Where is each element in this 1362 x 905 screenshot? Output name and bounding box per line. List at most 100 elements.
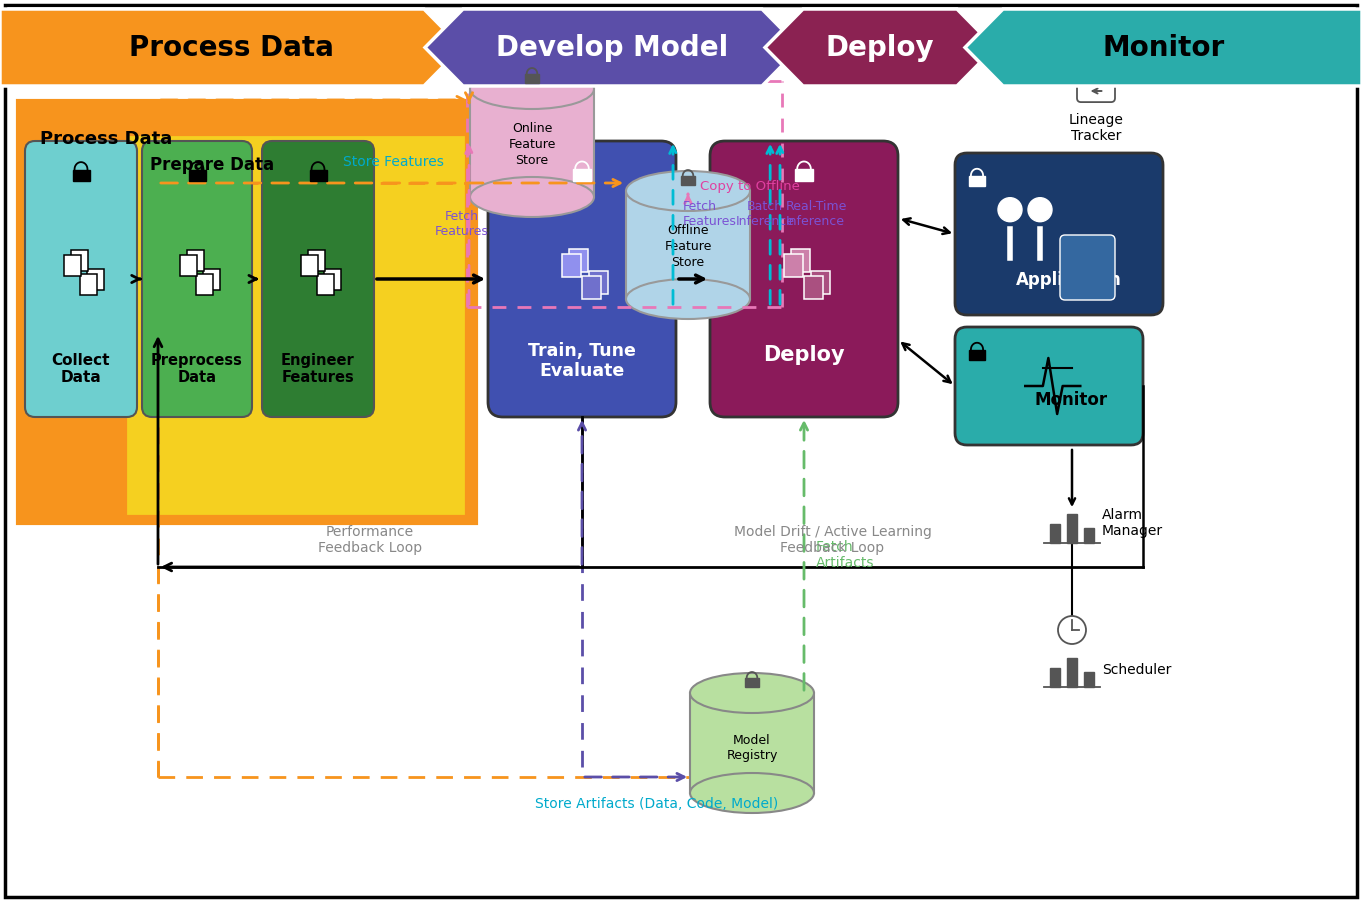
Circle shape [1028, 197, 1051, 222]
Text: Application: Application [1016, 271, 1122, 289]
FancyBboxPatch shape [142, 141, 252, 417]
Ellipse shape [627, 171, 750, 211]
Text: Fetch
Features: Fetch Features [682, 200, 737, 228]
Polygon shape [966, 9, 1362, 86]
Bar [187, 250, 204, 271]
Polygon shape [765, 9, 996, 86]
FancyArrowPatch shape [1091, 79, 1099, 83]
Bar [1084, 528, 1094, 543]
Ellipse shape [627, 279, 750, 319]
FancyArrowPatch shape [249, 275, 256, 282]
Bar [1050, 524, 1060, 543]
FancyBboxPatch shape [710, 141, 898, 417]
Ellipse shape [470, 177, 594, 217]
Bar [1050, 668, 1060, 687]
Text: Process Data: Process Data [39, 130, 172, 148]
Bar [80, 274, 97, 295]
Bar [18, 101, 475, 523]
Bar [524, 74, 539, 83]
Bar [317, 274, 334, 295]
FancyArrowPatch shape [678, 275, 703, 283]
FancyBboxPatch shape [1060, 235, 1115, 300]
FancyArrowPatch shape [377, 275, 481, 283]
Text: Process Data: Process Data [128, 33, 334, 62]
Bar [804, 276, 823, 299]
Text: Preprocess
Data: Preprocess Data [151, 353, 242, 386]
Bar [71, 250, 89, 271]
Ellipse shape [691, 773, 814, 813]
Circle shape [1058, 616, 1086, 644]
Ellipse shape [691, 673, 814, 713]
Bar [968, 176, 985, 186]
Bar [812, 272, 829, 294]
Text: Copy to Offline: Copy to Offline [700, 179, 799, 193]
Bar [569, 249, 588, 272]
Text: Fetch Features: Fetch Features [616, 57, 718, 71]
Bar [745, 678, 759, 687]
Text: Scheduler: Scheduler [1102, 663, 1171, 677]
Bar [324, 269, 340, 291]
Bar [791, 249, 810, 272]
Text: Prepare Data: Prepare Data [150, 156, 274, 174]
Bar [968, 350, 985, 360]
Bar [1066, 514, 1077, 543]
FancyArrowPatch shape [1092, 89, 1102, 93]
Bar [72, 169, 90, 181]
Bar [470, 89, 594, 197]
Bar [203, 269, 221, 291]
Polygon shape [425, 9, 799, 86]
Bar [582, 276, 601, 299]
Text: Real-Time
Inference: Real-Time Inference [786, 200, 847, 228]
FancyBboxPatch shape [25, 141, 138, 417]
Text: Lineage
Tracker: Lineage Tracker [1069, 113, 1124, 143]
Bar [87, 269, 104, 291]
Text: Deploy: Deploy [763, 345, 844, 365]
Text: Collect
Data: Collect Data [52, 353, 110, 386]
Circle shape [998, 197, 1022, 222]
Bar [188, 169, 206, 181]
FancyArrowPatch shape [903, 218, 949, 234]
Bar [128, 137, 463, 513]
FancyBboxPatch shape [488, 141, 676, 417]
Text: Monitor: Monitor [1035, 391, 1109, 409]
Text: Offline
Feature
Store: Offline Feature Store [665, 224, 712, 270]
FancyArrowPatch shape [902, 343, 951, 383]
Bar [627, 191, 750, 299]
FancyBboxPatch shape [955, 327, 1143, 445]
Bar [64, 255, 82, 276]
Bar [301, 255, 319, 276]
Bar [681, 176, 695, 186]
Bar [573, 169, 591, 181]
Text: Develop Model: Develop Model [496, 33, 729, 62]
Ellipse shape [470, 69, 594, 109]
Bar [795, 169, 813, 181]
Bar [196, 274, 214, 295]
FancyArrowPatch shape [1069, 450, 1075, 504]
Bar [590, 272, 607, 294]
FancyArrowPatch shape [466, 92, 473, 103]
Text: Batch
Inference: Batch Inference [735, 200, 794, 228]
Bar [180, 255, 197, 276]
Bar [785, 254, 802, 277]
Text: Model
Registry: Model Registry [726, 734, 778, 762]
Text: Store Artifacts (Data, Code, Model): Store Artifacts (Data, Code, Model) [535, 797, 779, 811]
Bar [1084, 672, 1094, 687]
Bar [309, 169, 327, 181]
Bar [1066, 658, 1077, 687]
Text: Train, Tune
Evaluate: Train, Tune Evaluate [528, 341, 636, 380]
Text: Engineer
Features: Engineer Features [281, 353, 355, 386]
Text: Fetch
Features: Fetch Features [434, 210, 489, 238]
FancyBboxPatch shape [955, 153, 1163, 315]
Bar [308, 250, 326, 271]
Text: Online
Feature
Store: Online Feature Store [508, 122, 556, 167]
Text: Monitor: Monitor [1102, 33, 1224, 62]
FancyArrowPatch shape [132, 275, 140, 282]
Bar [563, 254, 580, 277]
Text: Fetch
Artifacts: Fetch Artifacts [816, 540, 874, 570]
FancyBboxPatch shape [262, 141, 375, 417]
Bar [691, 693, 814, 793]
Text: Model Drift / Active Learning
Feedback Loop: Model Drift / Active Learning Feedback L… [734, 525, 932, 555]
Text: Store Features: Store Features [275, 73, 376, 87]
FancyBboxPatch shape [1077, 68, 1115, 102]
Text: Store Features: Store Features [343, 155, 444, 169]
